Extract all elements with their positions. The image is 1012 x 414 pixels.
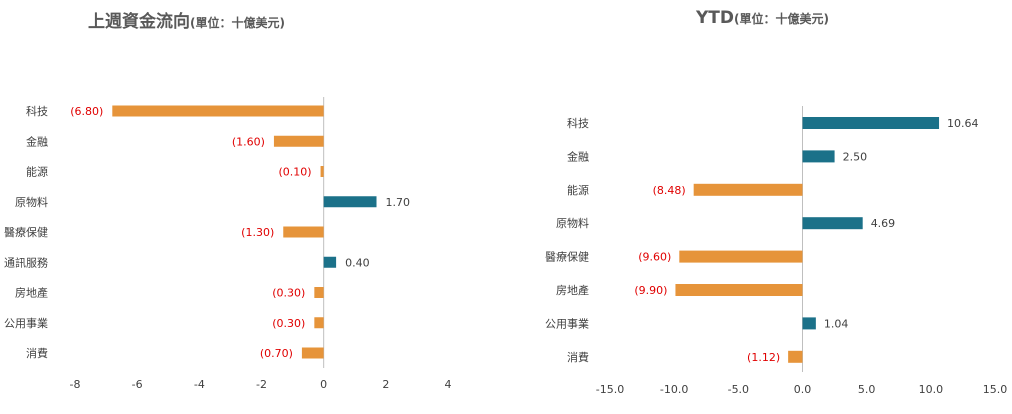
data-label: (9.90) [634,284,667,297]
chart-title-main: YTD [695,8,734,28]
category-label: 金融 [26,134,48,148]
bar-positive [802,217,863,230]
category-label: 能源 [567,183,589,197]
category-label: 原物料 [15,195,48,209]
x-tick-label: -10.0 [660,383,688,396]
data-label: (1.30) [241,226,274,239]
data-label: (8.48) [653,184,686,197]
category-label: 金融 [567,149,589,163]
data-label: (0.10) [278,166,311,179]
ytd-flow-chart: YTD(單位：十億美元) 科技 10.64 金融 2.50 能源 (8.48) 原物料 4.6… [545,8,1007,396]
x-tick-label: -5.0 [728,383,749,396]
bar-negative [788,350,803,363]
data-label: (0.30) [272,287,305,300]
category-label: 醫療保健 [545,250,589,264]
data-label: (9.60) [638,251,671,264]
category-label: 消費 [26,346,48,360]
bar-positive [323,196,377,208]
bar-positive [802,317,816,330]
data-label: (0.30) [272,317,305,330]
bar-negative [679,250,803,263]
data-label: 1.70 [386,196,411,209]
chart-title-main: 上週資金流向 [88,11,190,32]
bar-negative [301,347,324,359]
x-tick-label: 10.0 [919,383,944,396]
data-label: (1.60) [232,135,265,148]
chart-title-unit: (單位：十億美元) [190,15,285,30]
data-label: (1.12) [747,351,780,364]
x-tick-label: 5.0 [858,383,876,396]
data-label: 2.50 [843,150,868,163]
plot-area: 科技 10.64 金融 2.50 能源 (8.48) 原物料 4.69 醫療保健 (9.60) 房地… [545,106,1007,396]
bar-negative [675,284,803,296]
category-label: 房地產 [15,286,48,300]
x-tick-label: -6 [132,378,143,391]
x-tick-label: 2 [382,378,389,391]
x-tick-label: -8 [70,378,81,391]
plot-area: 科技 (6.80) 金融 (1.60) 能源 (0.10) 原物料 1.70 醫療保健 (1.30… [4,97,452,391]
category-label: 能源 [26,165,48,179]
bar-positive [802,150,835,163]
chart-title: 上週資金流向(單位：十億美元) [88,11,285,32]
x-tick-label: 15.0 [983,383,1008,396]
category-label: 醫療保健 [4,225,48,239]
bar-negative [320,166,324,177]
x-tick-label: 0 [320,378,327,391]
x-tick-label: -15.0 [596,383,624,396]
category-label: 原物料 [556,216,589,230]
data-label: 10.64 [947,117,979,130]
x-tick-label: -4 [194,378,205,391]
data-label: 4.69 [871,217,896,230]
bar-negative [112,105,324,117]
data-label: 0.40 [345,256,370,269]
category-label: 公用事業 [4,317,48,330]
data-label: 1.04 [824,317,849,330]
category-label: 科技 [567,116,589,130]
category-label: 消費 [567,350,589,364]
x-tick-label: -2 [256,378,267,391]
x-tick-label: 0.0 [794,383,812,396]
category-label: 科技 [26,104,48,118]
x-tick-label: 4 [445,378,452,391]
bar-positive [323,256,337,268]
chart-title-unit: (單位：十億美元) [734,11,829,26]
bar-negative [273,135,324,147]
data-label: (0.70) [260,347,293,360]
data-label: (6.80) [70,105,103,118]
weekly-flow-chart: 上週資金流向(單位：十億美元) 科技 (6.80) 金融 (1.60) 能源 (0.10)… [4,11,452,391]
bar-negative [693,183,803,196]
bar-negative [283,226,324,238]
bar-negative [314,317,324,329]
bar-positive [802,117,940,129]
category-label: 房地產 [556,283,589,297]
bar-negative [314,287,324,298]
category-label: 公用事業 [545,317,589,330]
category-label: 通訊服務 [4,255,48,269]
chart-title: YTD(單位：十億美元) [695,8,829,28]
